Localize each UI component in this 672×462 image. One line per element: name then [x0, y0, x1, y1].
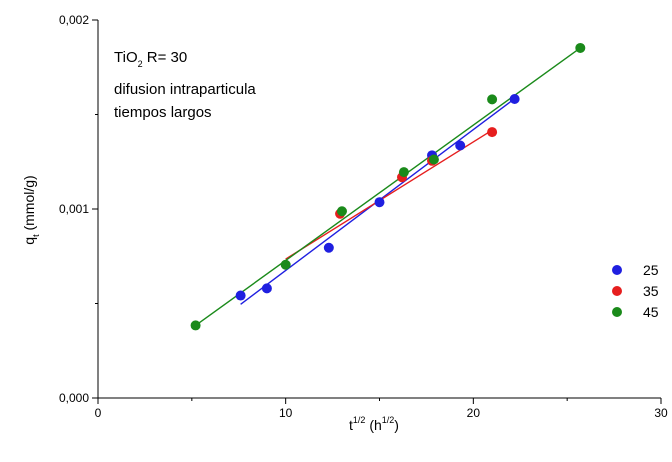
legend-marker-35	[612, 286, 622, 296]
data-point-45	[428, 154, 439, 165]
data-point-45	[398, 167, 409, 178]
legend-label-25: 25	[643, 262, 659, 278]
legend-marker-25	[612, 265, 622, 275]
data-point-25	[455, 140, 466, 151]
annotation-line-3: tiempos largos	[114, 104, 212, 121]
y-tick-label: 0,002	[59, 13, 89, 27]
data-point-35	[487, 127, 498, 138]
x-tick-label: 10	[279, 406, 293, 420]
chart-annotation: TiO2 R= 30 difusion intraparticula tiemp…	[114, 49, 256, 121]
y-tick-label: 0,001	[59, 202, 89, 216]
data-point-45	[280, 259, 291, 270]
axes	[97, 20, 661, 399]
x-ticks: 0 10 20 30	[95, 398, 668, 420]
data-point-45	[487, 94, 498, 105]
fit-line-35	[285, 129, 493, 260]
annotation-line-1: TiO2 R= 30	[114, 49, 187, 69]
x-tick-label: 20	[467, 406, 481, 420]
y-axis-label: qt (mmol/g)	[21, 175, 41, 244]
legend-label-35: 35	[643, 283, 659, 299]
legend-marker-45	[612, 307, 622, 317]
annotation-line-2: difusion intraparticula	[114, 81, 256, 98]
data-point-45	[190, 320, 201, 331]
data-point-45	[336, 206, 347, 217]
legend-label-45: 45	[643, 304, 659, 320]
legend: 25 35 45	[612, 262, 659, 320]
data-point-25	[261, 283, 272, 294]
y-tick-label: 0,000	[59, 391, 89, 405]
x-tick-label: 30	[654, 406, 668, 420]
data-point-25	[235, 290, 246, 301]
data-point-25	[509, 94, 520, 105]
y-ticks: 0,000 0,001 0,002	[59, 13, 98, 405]
x-axis-label: t1/2 (h1/2)	[349, 415, 399, 433]
x-tick-label: 0	[95, 406, 102, 420]
data-points	[190, 42, 586, 331]
data-point-25	[323, 242, 334, 253]
fit-line-45	[195, 47, 581, 326]
data-point-25	[374, 197, 385, 208]
data-point-45	[575, 42, 586, 53]
